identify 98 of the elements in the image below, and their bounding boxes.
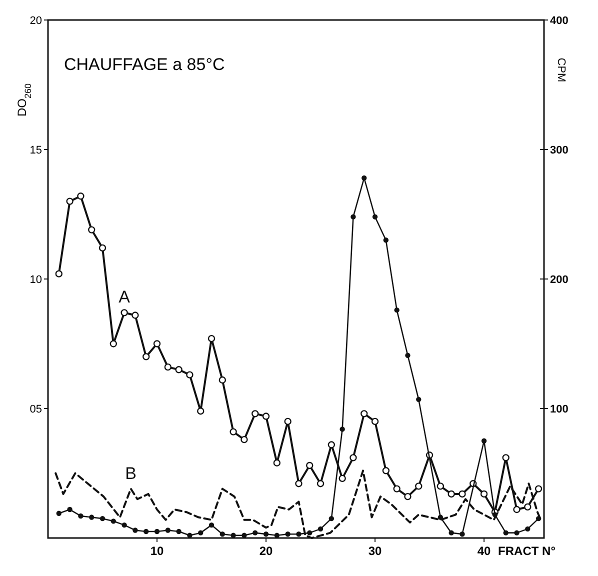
point [66,198,74,205]
point [98,244,106,252]
point [285,532,290,537]
point [263,532,269,537]
text: CHAUFFAGE a 85°C [64,55,225,74]
y-tick-label: 20 [30,15,42,27]
point [122,522,127,528]
point [458,490,466,498]
point [252,410,259,418]
y2-tick-label: 400 [550,15,568,27]
point [524,503,532,511]
series-label: B [125,464,137,483]
point [110,518,116,524]
point [88,226,96,234]
y2-tick-label: 300 [550,144,568,156]
series-label: A [118,288,131,307]
point [55,270,62,278]
point [448,530,454,536]
point [175,366,182,374]
point [230,428,237,436]
point [436,482,444,490]
point [350,214,356,220]
point [372,214,378,220]
point [186,371,194,378]
point [316,480,324,488]
point [382,467,390,474]
point [284,418,292,426]
point [208,334,216,342]
point [120,309,128,316]
point [153,340,161,348]
point [404,492,412,500]
point [67,506,72,512]
point [362,175,367,181]
point [56,510,62,516]
point [350,454,357,462]
y-tick-label: 10 [30,274,42,286]
point [100,516,106,522]
y2-tick-label: 100 [550,404,568,416]
point [394,307,400,313]
point [480,490,488,498]
x-tick-label: 30 [368,544,382,558]
y-tick-label: 15 [30,144,42,156]
point [328,441,336,448]
point [383,238,389,243]
point [77,192,84,200]
point [132,528,138,533]
x-tick-label: 10 [150,544,164,558]
point [252,530,258,536]
point [338,474,346,482]
point [492,512,498,518]
point [142,353,150,360]
point [164,363,172,371]
point [525,526,530,532]
point [536,516,542,522]
point [110,340,118,348]
x-tick-label: 20 [259,544,274,558]
point [340,426,345,432]
point [296,532,302,537]
point [393,485,400,492]
point [295,480,302,488]
point [502,454,510,462]
point [220,532,226,537]
point [198,530,204,536]
point [197,407,204,415]
point [89,514,94,520]
point [360,410,368,418]
point [154,528,160,534]
point [438,514,444,520]
point [448,490,455,498]
point [307,530,312,536]
point [481,438,487,444]
x-axis-title: FRACT N° [498,544,556,558]
point [514,530,520,536]
y2-tick-label: 200 [550,274,568,286]
point [415,482,422,490]
point [534,485,542,492]
point [262,412,270,420]
point [132,312,139,319]
point [513,506,520,514]
point [503,530,508,536]
y-tick-label: 05 [30,404,42,416]
point [240,436,248,444]
point [176,528,182,534]
point [318,526,324,532]
point [416,396,422,402]
point [144,528,149,534]
point [405,352,410,358]
point [165,528,171,533]
x-tick-label: 40 [477,544,492,558]
y2-axis-title: CPM [555,58,567,82]
point [306,462,314,470]
point [273,459,281,466]
point [460,532,465,537]
point [328,516,334,522]
point [78,513,84,519]
point [371,418,379,426]
point [208,522,214,528]
point [218,376,226,384]
